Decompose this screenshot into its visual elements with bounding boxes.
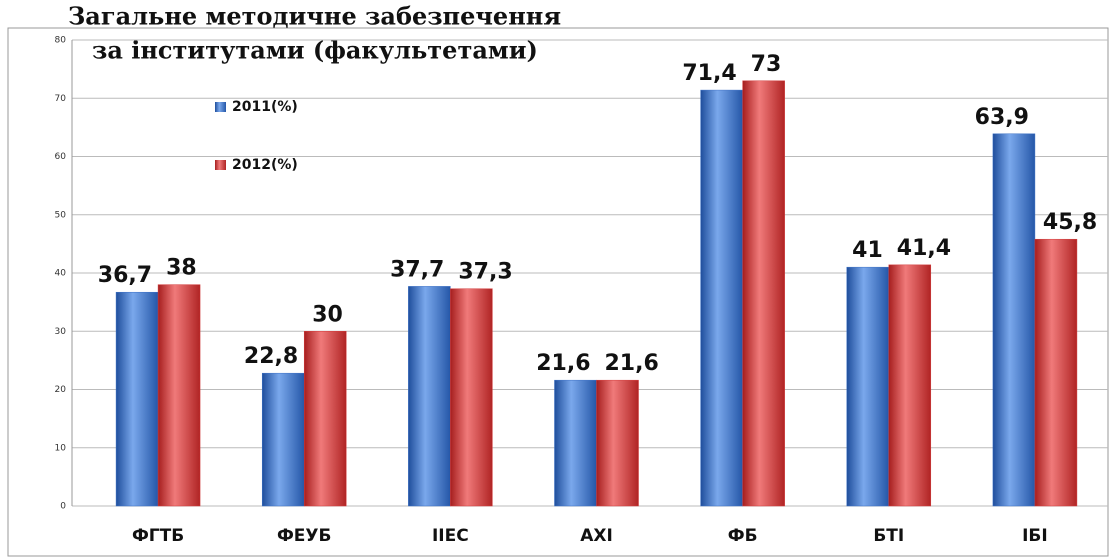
value-label: 45,8 [1043,210,1097,235]
bar [450,288,493,507]
y-tick-label: 40 [55,269,67,279]
y-tick-label: 60 [55,152,67,162]
y-tick-label: 70 [55,94,67,104]
bar [1034,238,1078,507]
x-tick-label: ФЕУБ [277,526,332,546]
x-tick-label: БТІ [873,526,904,546]
x-tick-label: АХІ [580,526,613,546]
y-tick-label: 80 [55,36,67,46]
legend-swatch [215,102,226,112]
frame [7,27,1109,557]
value-label: 63,9 [975,105,1029,130]
bar [261,372,305,507]
chart-title: Загальне методичне забезпечення [68,2,561,31]
value-label: 71,4 [682,61,736,86]
y-tick-label: 30 [55,327,67,337]
bar [408,286,451,507]
bar [742,80,785,507]
y-tick-label: 20 [55,385,67,395]
value-label: 21,6 [536,351,590,376]
value-label: 22,8 [244,344,298,369]
legend-label: 2012(%) [232,157,298,173]
value-label: 37,7 [390,257,444,282]
x-tick-label: ІІЕС [432,526,469,546]
bar [596,379,639,507]
value-label: 36,7 [98,263,152,288]
bar [888,264,932,507]
bar [554,379,597,507]
bar [700,89,743,507]
value-label: 21,6 [605,351,659,376]
legend-label: 2011(%) [232,99,298,115]
bar [115,291,159,507]
x-tick-label: ФБ [728,526,758,546]
x-tick-label: ФГТБ [132,526,184,546]
bar [303,331,347,507]
bar [157,284,201,507]
value-label: 73 [751,52,782,77]
y-tick-label: 50 [55,210,67,220]
value-label: 38 [166,256,197,281]
value-label: 41 [852,238,883,263]
legend-swatch [215,160,226,170]
value-label: 37,3 [458,260,512,285]
x-tick-label: ІБІ [1022,526,1048,546]
value-label: 41,4 [897,236,951,261]
y-tick-label: 10 [55,443,67,453]
bar [846,266,890,507]
y-tick-label: 0 [60,502,66,512]
bar [992,133,1036,507]
value-label: 30 [312,302,343,327]
